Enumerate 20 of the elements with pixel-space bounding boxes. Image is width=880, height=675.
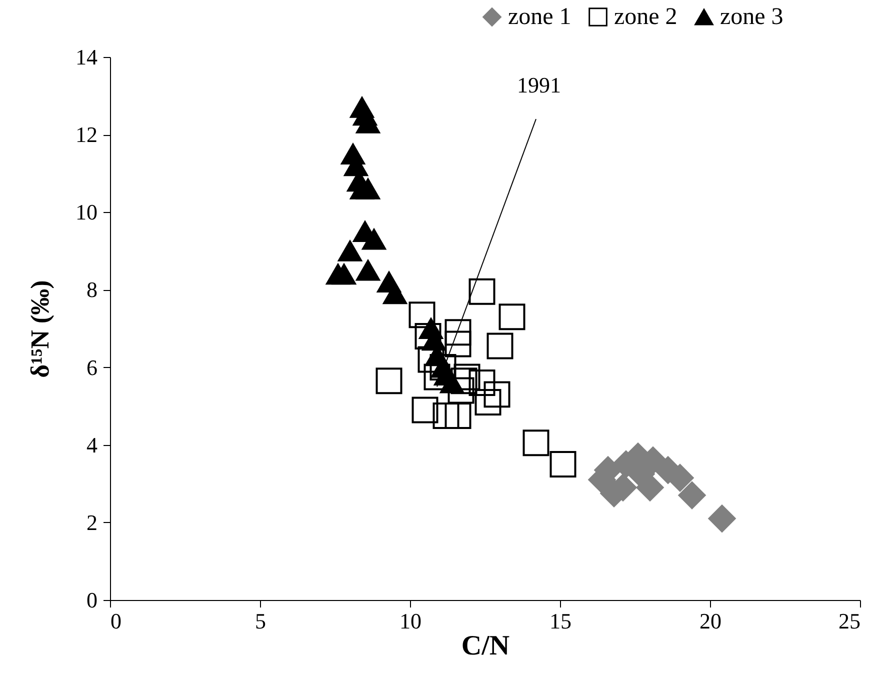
- x-tick-label: 20: [700, 608, 722, 634]
- x-tick-label: 5: [255, 608, 266, 634]
- x-tick-label: 10: [400, 608, 422, 634]
- y-tick-label: 10: [76, 200, 98, 225]
- x-tick-label: 0: [110, 608, 122, 634]
- legend-label: zone 1: [508, 4, 572, 30]
- annotation: 1991: [517, 72, 561, 98]
- legend-label: zone 3: [720, 4, 784, 30]
- y-tick-label: 6: [86, 354, 98, 380]
- x-tick-label: 25: [838, 608, 860, 634]
- y-axis-title: δ¹⁵N (‰): [26, 280, 54, 378]
- y-tick-label: 14: [76, 44, 98, 70]
- y-tick-label: 8: [86, 277, 98, 302]
- y-tick-label: 4: [86, 432, 98, 458]
- y-tick-label: 0: [86, 588, 98, 612]
- x-axis-title: C/N: [461, 630, 510, 662]
- legend-label: zone 2: [614, 4, 678, 30]
- x-tick-label: 15: [550, 608, 572, 634]
- y-tick-label: 2: [86, 510, 98, 535]
- y-tick-label: 12: [76, 122, 98, 148]
